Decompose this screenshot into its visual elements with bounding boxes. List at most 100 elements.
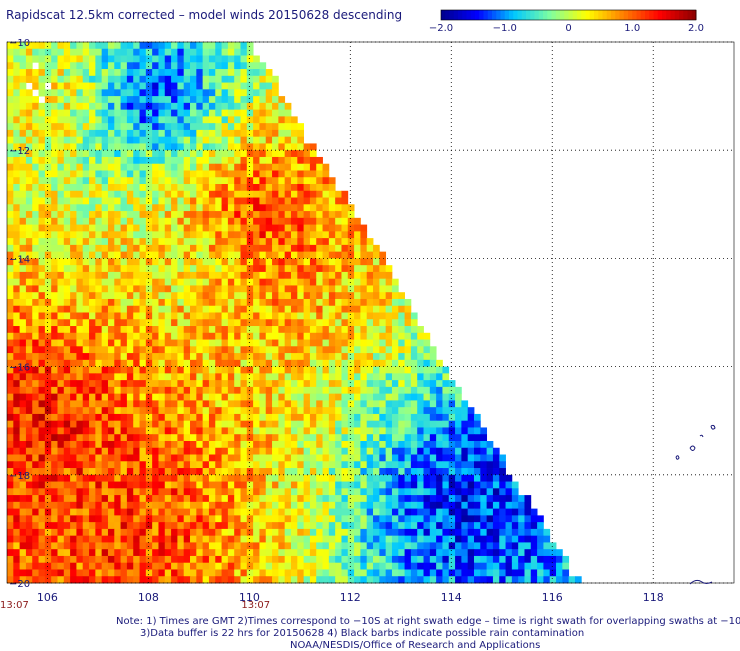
data-cell: [164, 55, 172, 63]
data-cell: [404, 454, 412, 462]
data-cell: [234, 271, 241, 280]
data-cell: [158, 150, 166, 158]
data-cell: [13, 109, 21, 117]
data-cell: [63, 522, 71, 530]
data-cell: [297, 366, 305, 374]
data-cell: [234, 258, 241, 266]
data-cell: [221, 150, 229, 158]
data-cell: [202, 319, 210, 327]
data-cell: [240, 123, 248, 131]
data-cell: [44, 251, 52, 259]
data-cell: [183, 562, 191, 570]
data-cell: [152, 319, 159, 327]
data-cell: [177, 501, 185, 510]
data-cell: [202, 380, 210, 388]
data-cell: [95, 386, 103, 395]
data-cell: [272, 109, 279, 117]
data-cell: [13, 522, 21, 530]
data-cell: [32, 400, 39, 408]
data-cell: [259, 522, 267, 530]
data-cell: [366, 400, 374, 408]
data-cell: [246, 407, 254, 415]
data-cell: [442, 535, 450, 543]
data-cell: [7, 244, 14, 253]
data-cell: [107, 501, 115, 510]
data-cell: [265, 278, 273, 286]
data-cell: [139, 102, 147, 111]
data-cell: [139, 109, 147, 117]
data-cell: [208, 129, 216, 138]
data-cell: [486, 461, 494, 469]
data-cell: [152, 380, 159, 388]
data-cell: [309, 265, 317, 273]
data-cell: [240, 454, 248, 462]
data-cell: [240, 339, 248, 347]
data-cell: [511, 528, 519, 537]
data-cell: [202, 515, 210, 523]
data-cell: [70, 481, 77, 489]
data-cell: [158, 515, 166, 523]
data-cell: [126, 231, 134, 239]
data-cell: [133, 129, 140, 138]
data-cell: [246, 359, 254, 367]
data-cell: [7, 461, 14, 469]
data-cell: [265, 244, 273, 253]
data-cell: [221, 251, 229, 259]
data-cell: [227, 82, 235, 90]
data-cell: [190, 474, 197, 482]
data-cell: [196, 420, 204, 428]
data-cell: [44, 440, 52, 449]
data-cell: [208, 353, 216, 361]
data-cell: [171, 407, 178, 415]
data-cell: [265, 468, 273, 476]
data-cell: [139, 515, 147, 523]
data-cell: [63, 258, 71, 266]
data-cell: [177, 393, 185, 401]
data-cell: [360, 346, 368, 354]
data-cell: [145, 420, 153, 428]
data-cell: [63, 271, 71, 280]
data-cell: [196, 319, 204, 327]
data-cell: [25, 136, 33, 144]
data-cell: [202, 508, 210, 516]
data-cell: [107, 129, 115, 138]
data-cell: [126, 495, 134, 503]
data-cell: [253, 109, 260, 117]
data-cell: [309, 271, 317, 280]
data-cell: [442, 386, 450, 395]
data-cell: [101, 501, 109, 510]
data-cell: [133, 55, 140, 63]
data-cell: [297, 339, 305, 347]
data-cell: [107, 461, 115, 469]
data-cell: [423, 461, 431, 469]
data-cell: [152, 217, 159, 225]
data-cell: [309, 326, 317, 334]
data-cell: [354, 555, 361, 564]
data-cell: [385, 488, 393, 496]
data-cell: [234, 508, 241, 516]
data-cell: [316, 447, 323, 455]
data-cell: [467, 549, 475, 557]
data-cell: [177, 251, 185, 259]
data-cell: [221, 522, 229, 530]
data-cell: [51, 217, 58, 225]
data-cell: [32, 123, 39, 131]
data-cell: [391, 312, 399, 320]
data-cell: [190, 488, 197, 496]
data-cell: [316, 251, 323, 259]
data-cell: [253, 143, 260, 151]
data-cell: [13, 319, 21, 327]
data-cell: [486, 542, 494, 550]
data-cell: [89, 285, 96, 293]
data-cell: [44, 55, 52, 63]
data-cell: [328, 522, 336, 530]
data-cell: [215, 224, 222, 232]
data-cell: [246, 48, 254, 56]
data-cell: [202, 244, 210, 253]
data-cell: [221, 143, 229, 151]
data-cell: [221, 62, 229, 70]
data-cell: [183, 440, 191, 449]
data-cell: [38, 386, 46, 395]
data-cell: [366, 447, 374, 455]
data-cell: [202, 231, 210, 239]
